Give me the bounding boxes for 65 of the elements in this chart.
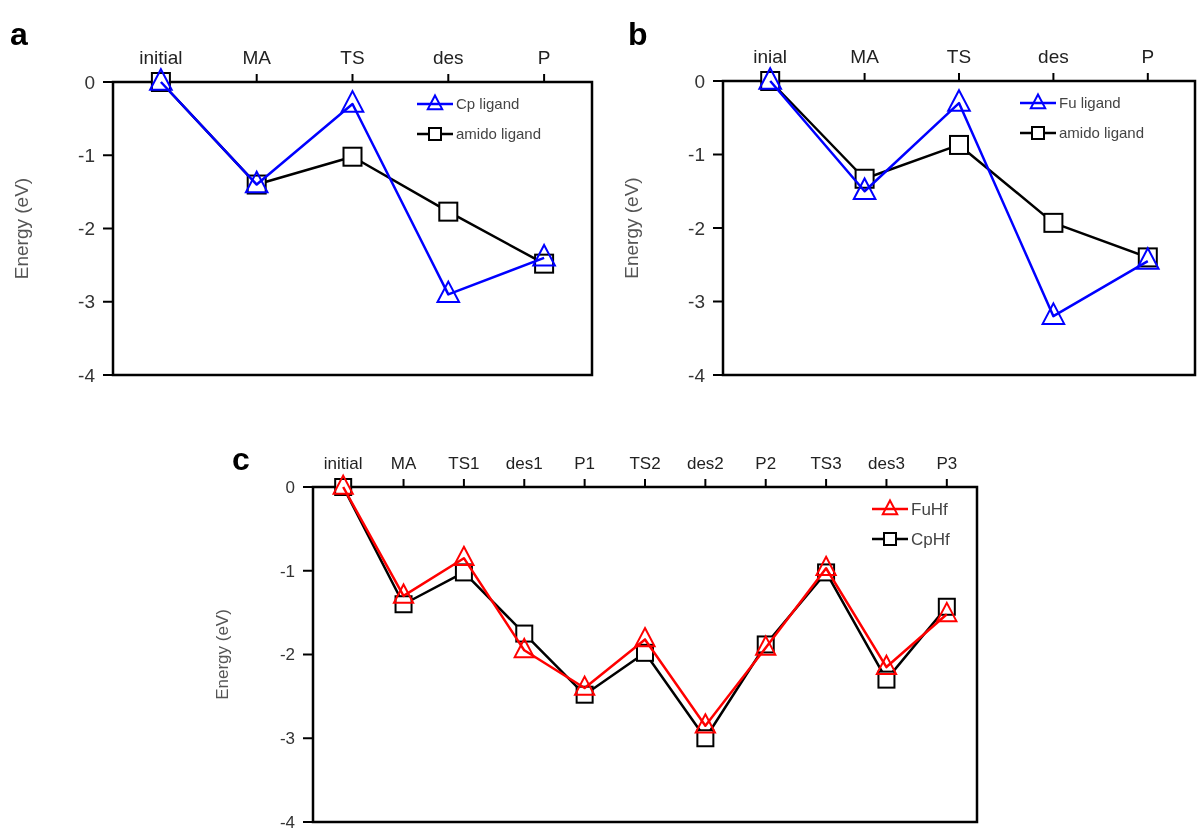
point — [574, 675, 596, 696]
x-tick-label: initial — [323, 454, 363, 473]
chart-title: b — [628, 16, 648, 52]
point — [1041, 302, 1066, 325]
x-tick-label: MA — [242, 47, 272, 68]
point — [436, 280, 461, 304]
legend-label: Fu ligand — [1059, 94, 1121, 112]
legend-label: amido ligand — [456, 125, 542, 143]
point — [532, 243, 556, 267]
legend-label: CpHf — [911, 529, 951, 549]
point — [634, 627, 656, 648]
x-tick-label: TS — [340, 47, 365, 68]
y-tick-label: -4 — [688, 364, 706, 386]
x-tick-label: MA — [850, 46, 880, 67]
y-tick-label: 0 — [694, 70, 705, 92]
x-tick-label: TS — [946, 46, 972, 67]
x-tick-label: P — [537, 47, 551, 68]
y-axis-title: Energy (eV) — [213, 609, 232, 700]
x-tick-label: P2 — [755, 454, 777, 473]
x-tick-label: des — [1038, 46, 1069, 67]
point — [392, 583, 415, 604]
point — [453, 545, 475, 567]
point — [438, 201, 459, 222]
y-axis-title: Energy (eV) — [621, 177, 642, 279]
x-tick-label: des2 — [686, 454, 724, 473]
y-tick-label: -2 — [688, 217, 705, 239]
point — [936, 601, 958, 623]
y-tick-label: -2 — [78, 218, 95, 240]
y-tick-label: -1 — [688, 144, 705, 166]
y-tick-label: -3 — [688, 291, 705, 313]
y-tick-label: -3 — [78, 291, 95, 313]
y-tick-label: 0 — [84, 71, 95, 93]
chart-title: a — [10, 16, 28, 52]
point — [513, 637, 535, 659]
x-tick-label: TS1 — [448, 454, 480, 473]
point — [852, 177, 877, 200]
x-tick-label: TS2 — [629, 454, 661, 473]
y-tick-label: -3 — [279, 729, 295, 749]
x-tick-label: P1 — [574, 454, 596, 473]
y-tick-label: 0 — [285, 477, 295, 497]
y-tick-label: -1 — [279, 561, 295, 581]
point — [949, 134, 969, 155]
legend-label: amido ligand — [1059, 124, 1145, 142]
x-tick-label: initial — [139, 47, 183, 68]
point — [342, 146, 363, 167]
x-tick-label: des1 — [505, 454, 543, 473]
x-tick-label: inial — [753, 46, 788, 67]
y-tick-label: -4 — [78, 364, 96, 386]
legend-label: Cp ligand — [456, 95, 520, 113]
point — [875, 654, 898, 675]
x-tick-label: des — [432, 47, 464, 68]
y-tick-label: -1 — [78, 144, 95, 166]
x-tick-label: TS3 — [810, 454, 842, 473]
x-tick-label: des3 — [868, 454, 905, 473]
x-tick-label: MA — [390, 454, 417, 473]
point — [1043, 212, 1064, 233]
x-tick-label: P — [1141, 46, 1155, 67]
y-axis-title: Energy (eV) — [11, 177, 32, 280]
x-tick-label: P3 — [936, 454, 958, 473]
y-tick-label: -2 — [279, 645, 295, 665]
chart-title: c — [232, 441, 250, 477]
y-tick-label: -4 — [279, 812, 295, 832]
point — [815, 555, 837, 577]
legend-label: FuHf — [911, 499, 949, 519]
point — [694, 713, 716, 734]
